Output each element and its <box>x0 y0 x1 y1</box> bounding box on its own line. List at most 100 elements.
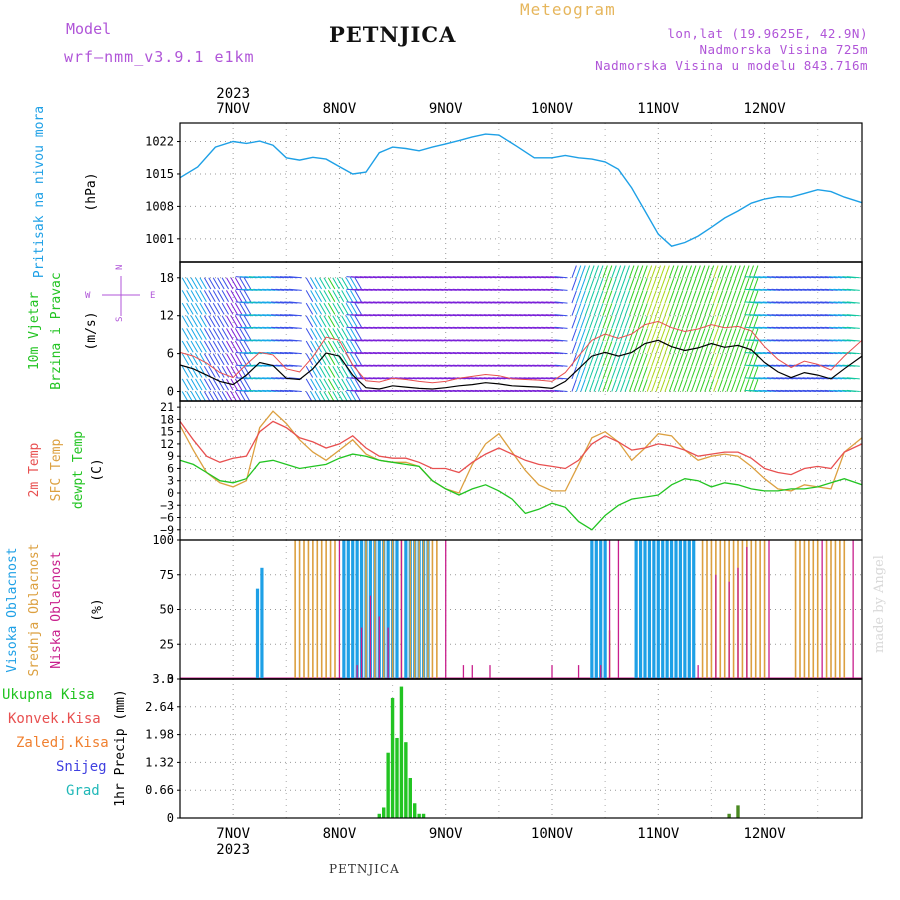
wind-barb <box>327 353 336 366</box>
wind-barb <box>722 366 728 380</box>
wind-barb <box>642 353 648 367</box>
wind-barb <box>691 328 697 342</box>
precip-legend-2: Zaledj.Kisa <box>16 735 109 751</box>
wind-barb <box>686 366 692 380</box>
wind-barb <box>332 328 340 340</box>
wind-barb <box>699 265 706 278</box>
wind-barb <box>606 290 613 304</box>
wind-barb <box>288 314 302 317</box>
wind-barb <box>336 328 345 340</box>
wind-barb <box>846 377 860 380</box>
wind-barb <box>655 265 661 278</box>
wind-barb <box>730 341 737 354</box>
wind-barb <box>655 315 661 329</box>
wind-barb <box>230 328 238 340</box>
wind-barb <box>739 379 746 392</box>
wind-barb <box>846 314 860 317</box>
wind-barb <box>624 379 630 392</box>
wind-barb <box>332 302 340 315</box>
wind-barb <box>646 366 653 380</box>
wind-barb <box>336 302 345 315</box>
wind-barb <box>691 290 697 304</box>
wind-barb <box>234 353 243 366</box>
top-day-label-8NOV: 8NOV <box>323 101 357 117</box>
wind-barb <box>199 290 207 302</box>
wind-barb <box>695 278 701 291</box>
wind-barb <box>682 379 688 392</box>
wind-barb <box>673 379 679 392</box>
wind-barb <box>598 303 604 316</box>
cloud-low-bar <box>400 540 403 679</box>
wind-barb <box>243 315 252 328</box>
cloud-mid-bar <box>391 540 394 679</box>
cloud-high-bar <box>669 540 674 679</box>
wind-barb <box>722 290 728 304</box>
wind-barb <box>580 315 586 329</box>
wind-barb <box>181 366 190 378</box>
cloud-high-bar <box>404 540 408 679</box>
wind-barb <box>332 353 340 366</box>
y-tick-label: 1008 <box>145 199 174 213</box>
bottom-day-label-8NOV: 8NOV <box>323 826 357 842</box>
wind-barb <box>341 328 349 340</box>
wind-barb <box>554 339 568 342</box>
cloud-mid-bar <box>825 540 828 679</box>
wind-barb <box>314 302 323 315</box>
wind-barb <box>722 278 728 291</box>
wind-barb <box>629 278 635 291</box>
wind-barb <box>571 265 577 278</box>
wind-barb <box>217 315 225 328</box>
wind-barb <box>691 366 697 380</box>
precip-bar <box>395 737 399 818</box>
wind-barb <box>629 341 635 354</box>
wind-barb <box>739 341 746 354</box>
wind-barb <box>615 328 622 342</box>
wind-barb <box>580 353 586 367</box>
wind-barb <box>735 303 741 316</box>
precip-axis-label: 1hr Precip (mm) <box>113 689 128 806</box>
wind-barb <box>708 328 715 342</box>
wind-barb <box>695 353 701 367</box>
wind-barb <box>620 379 626 392</box>
wind-barb <box>646 290 653 304</box>
cloud-low-bar <box>768 540 770 679</box>
y-tick-label: 6 <box>167 347 174 361</box>
wind-barb <box>713 265 719 278</box>
wind-barb <box>305 340 314 353</box>
wind-barb <box>243 378 252 391</box>
wind-barb <box>699 353 706 367</box>
cloud-mid-bar <box>303 540 305 679</box>
wind-barb <box>288 339 302 342</box>
wind-barb <box>350 353 358 366</box>
wind-barb <box>332 277 340 290</box>
wind-barb <box>195 290 203 302</box>
wind-barb <box>713 328 719 342</box>
compass-e: E <box>150 291 155 301</box>
lonlat-label: lon,lat (19.9625E, 42.9N) <box>667 26 868 41</box>
wind-barb <box>699 366 706 380</box>
wind-barb <box>682 290 688 304</box>
wind-barb <box>584 265 591 278</box>
wind-barb <box>226 315 234 328</box>
wind-barb <box>677 353 684 367</box>
wind-barb <box>655 353 661 367</box>
wind-barb <box>748 265 754 278</box>
wind-barb <box>199 378 207 391</box>
y-tick-label: 100 <box>152 533 174 547</box>
wind-barb <box>730 278 737 291</box>
cloud-mid-bar <box>325 540 327 679</box>
wind-barb <box>713 366 719 380</box>
y-tick-label: 18 <box>160 271 174 285</box>
wind-barb <box>186 290 194 302</box>
wind-barb <box>310 378 318 391</box>
wind-barb <box>846 326 860 329</box>
wind-barb <box>226 277 234 290</box>
wind-barb <box>664 379 670 392</box>
wind-barb <box>345 302 354 315</box>
wind-barb <box>305 378 314 391</box>
wind-barb <box>190 340 199 353</box>
wind-barb <box>655 379 661 392</box>
wind-barb <box>217 328 225 340</box>
y-tick-label: 12 <box>160 309 174 323</box>
